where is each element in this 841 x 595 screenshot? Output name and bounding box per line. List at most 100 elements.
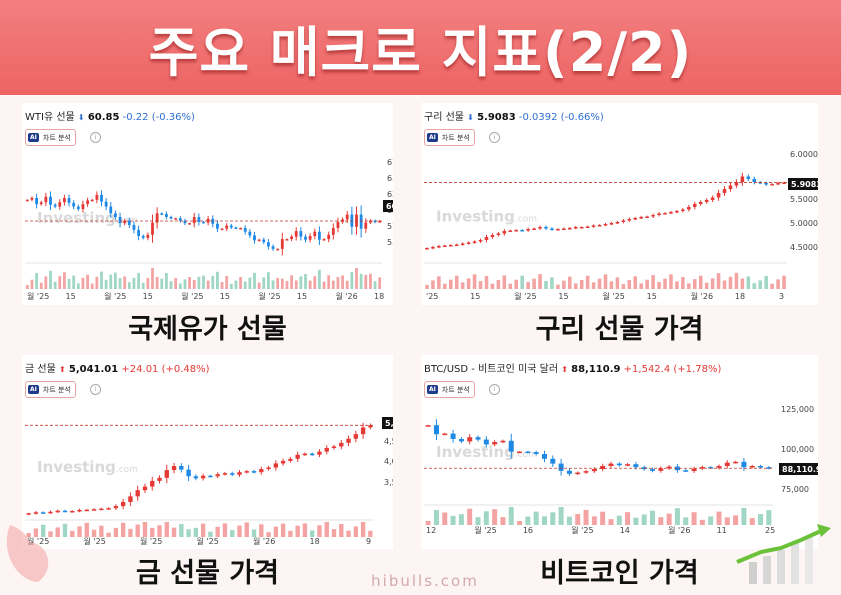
ai-chart-analysis-button[interactable]: AI 차트 분석	[424, 129, 475, 146]
ai-chart-analysis-button[interactable]: AI 차트 분석	[25, 381, 76, 398]
volume-bar	[294, 280, 298, 289]
volume-bar	[669, 274, 673, 289]
candle-body	[234, 227, 238, 229]
candle-body	[541, 454, 547, 459]
volume-bar	[627, 280, 632, 289]
volume-bar	[259, 524, 264, 537]
candle-body	[776, 183, 780, 185]
wti-chart-svg: Investing.com67.5065.0062.5060.0057.5055…	[25, 158, 393, 301]
volume-bar	[178, 283, 182, 289]
volume-bar	[460, 282, 465, 289]
candle-body	[127, 220, 131, 225]
volume-bar	[197, 276, 201, 289]
candle-body	[327, 234, 331, 240]
info-icon[interactable]: i	[90, 384, 101, 395]
volume-bar	[752, 283, 757, 289]
candle-body	[514, 230, 519, 232]
candle-body	[206, 218, 210, 223]
x-tick-label: 월 '26	[691, 291, 713, 301]
candle-body	[324, 448, 329, 452]
candle-body	[741, 461, 747, 468]
volume-bar	[174, 278, 178, 289]
copper-chart-panel: 구리 선물 ⬇ 5.9083 -0.0392 (-0.66%) AI 차트 분석 …	[421, 103, 818, 305]
volume-bar	[526, 282, 530, 289]
volume-bar	[558, 507, 564, 525]
volume-bar	[467, 508, 473, 525]
candle-body	[113, 506, 119, 509]
candle-body	[691, 468, 697, 472]
candle-body	[322, 239, 326, 241]
candle-body	[368, 425, 373, 428]
candle-body	[294, 231, 298, 237]
candle-body	[62, 510, 68, 513]
copper-price: 5.9083	[477, 112, 516, 123]
candle-body	[192, 217, 196, 224]
candle-body	[253, 235, 256, 241]
x-tick-label: 15	[143, 292, 153, 301]
candle-body	[603, 224, 608, 226]
volume-bar	[639, 283, 643, 289]
candle-body	[460, 243, 465, 245]
volume-bar	[302, 523, 308, 537]
volume-bar	[657, 282, 661, 289]
volume-bar	[450, 515, 456, 525]
x-tick-label: 월 '25	[258, 291, 280, 301]
volume-bar	[437, 276, 441, 289]
y-tick-label: 65.00	[387, 174, 393, 183]
info-icon[interactable]: i	[489, 132, 500, 143]
volume-bar	[544, 281, 548, 289]
candle-body	[734, 182, 739, 186]
candle-body	[508, 230, 513, 232]
candle-body	[128, 496, 133, 502]
candle-body	[58, 202, 62, 207]
volume-bar	[84, 522, 89, 537]
volume-bar	[442, 512, 448, 525]
copper-change: -0.0392	[518, 112, 558, 123]
candle-body	[304, 236, 307, 240]
btc-change: +1,542.4	[623, 364, 671, 375]
candle-body	[597, 225, 602, 227]
candle-body	[639, 217, 643, 219]
volume-bar	[425, 285, 429, 289]
candle-body	[425, 425, 431, 427]
candle-body	[621, 220, 626, 222]
info-icon[interactable]: i	[489, 384, 500, 395]
volume-bar	[651, 275, 655, 289]
volume-bar	[538, 274, 542, 289]
candle-body	[609, 223, 614, 225]
x-tick-label: 15	[66, 292, 76, 301]
candle-body	[490, 235, 495, 237]
volume-bar	[472, 274, 477, 289]
candle-body	[764, 183, 768, 185]
volume-bar	[239, 277, 242, 289]
candle-body	[155, 213, 159, 223]
volume-bar	[336, 277, 340, 289]
ai-label: 차트 분석	[441, 385, 470, 394]
investing-watermark: Investing.com	[37, 209, 138, 227]
volume-bar	[331, 529, 337, 537]
volume-bar	[583, 509, 589, 525]
candle-body	[150, 480, 155, 487]
candle-body	[683, 470, 689, 472]
candle-body	[556, 229, 560, 231]
candle-body	[708, 467, 714, 469]
volume-bar	[208, 531, 213, 537]
candle-body	[669, 212, 673, 214]
volume-bar	[193, 527, 199, 537]
volume-bar	[541, 516, 547, 525]
gold-chart-panel: 금 선물 ⬆ 5,041.01 +24.01 (+0.48%) AI 차트 분석 …	[22, 355, 393, 549]
volume-bar	[681, 277, 685, 289]
info-icon[interactable]: i	[90, 132, 101, 143]
volume-bar	[360, 522, 366, 537]
volume-bar	[766, 510, 772, 525]
candle-body	[243, 228, 247, 232]
volume-bar	[186, 529, 191, 537]
ai-chart-analysis-button[interactable]: AI 차트 분석	[25, 129, 76, 146]
candle-body	[608, 463, 614, 466]
volume-bar	[675, 281, 679, 289]
volume-bar	[674, 508, 680, 525]
candle-body	[76, 206, 80, 210]
ai-chart-analysis-button[interactable]: AI 차트 분석	[424, 381, 475, 398]
volume-bar	[160, 278, 164, 289]
candle-body	[674, 466, 680, 471]
